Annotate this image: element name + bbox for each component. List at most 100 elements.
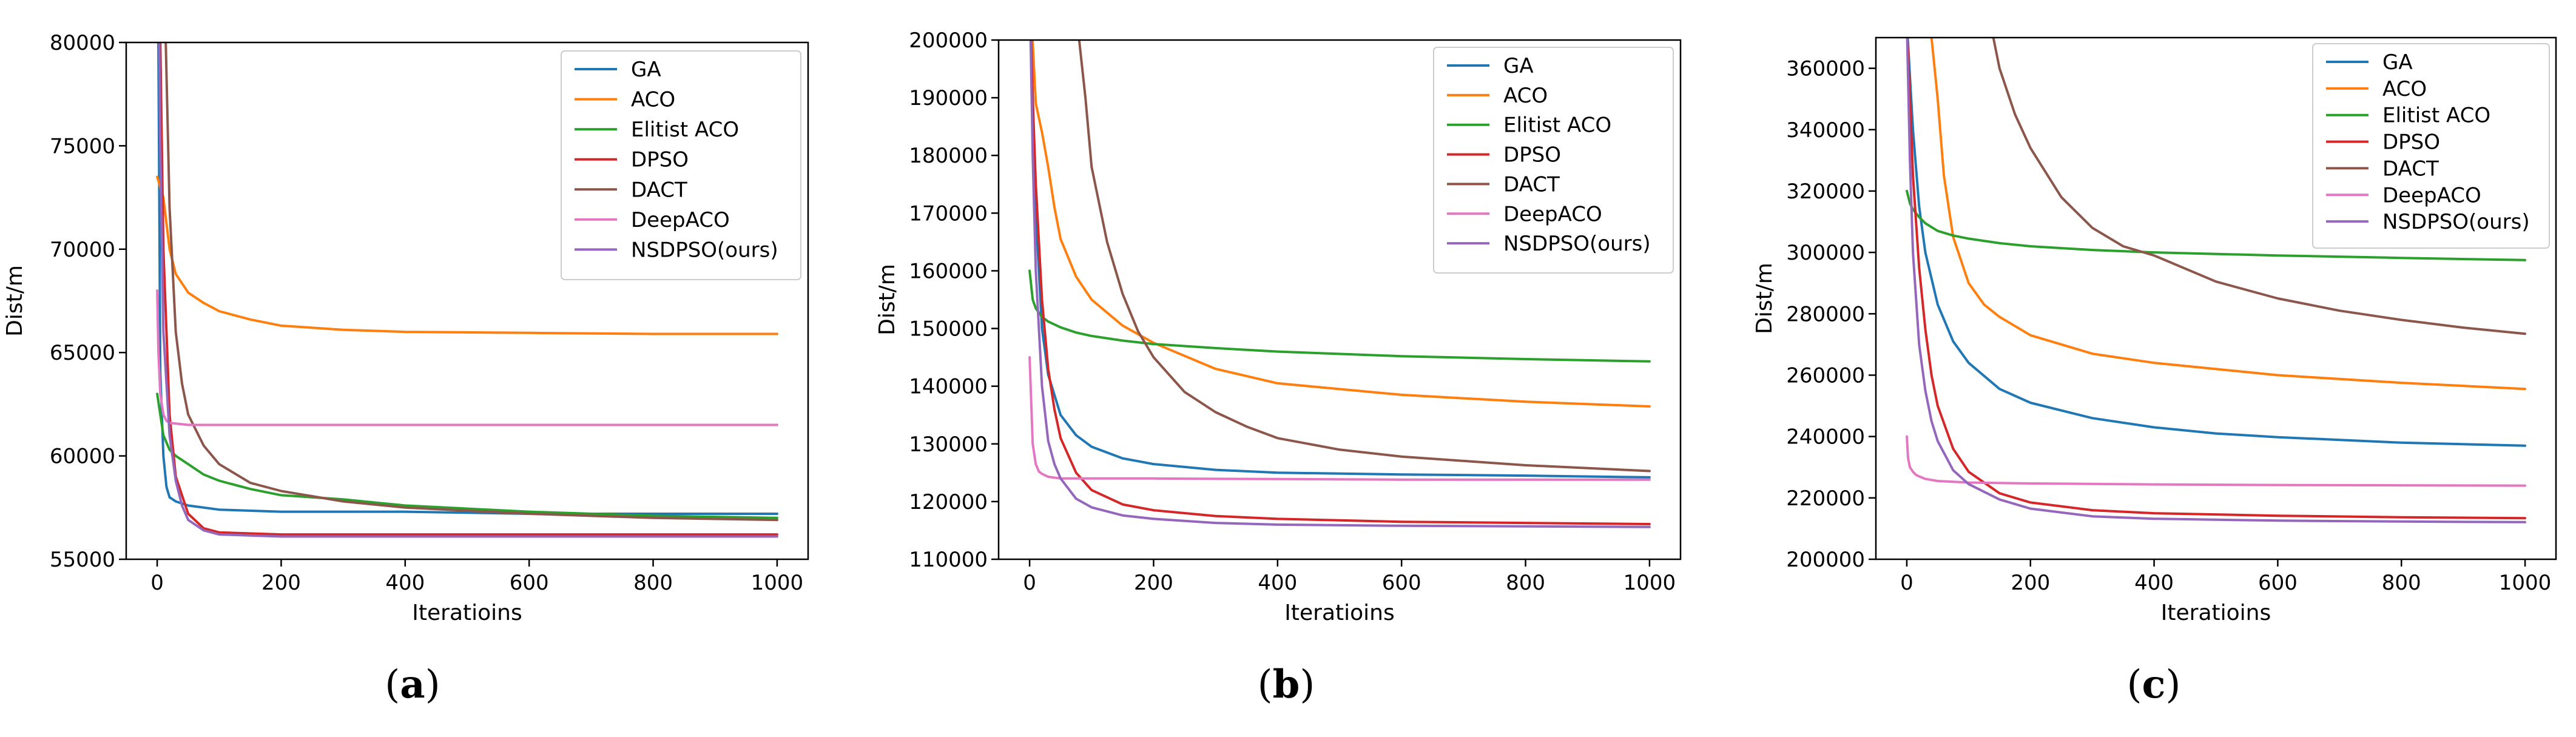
y-axis-label: Dist/m — [2, 265, 27, 337]
x-tick-label: 800 — [2382, 571, 2421, 595]
y-tick-label: 75000 — [50, 134, 115, 158]
series-line-dpso — [1906, 38, 2526, 520]
x-tick-label: 0 — [150, 571, 164, 595]
legend: GA ACO Elitist ACO DPSO DACT DeepACO NSDPSO(ou… — [1433, 47, 1674, 274]
y-tick-label: 200000 — [909, 29, 988, 53]
y-tick-label: 360000 — [1786, 57, 1865, 81]
legend-label: GA — [2382, 50, 2413, 75]
series-line-elitist-aco — [1028, 269, 1651, 363]
legend-label: DeepACO — [2382, 183, 2481, 207]
y-tick-label: 110000 — [909, 548, 988, 572]
legend-label: GA — [1503, 54, 1534, 78]
legend-box — [1433, 47, 1674, 274]
y-tick-label: 300000 — [1786, 241, 1865, 265]
panel-caption: (b) — [1258, 662, 1315, 707]
series-line-dact — [164, 42, 778, 522]
y-tick-label: 240000 — [1786, 425, 1865, 449]
series-line-dpso — [159, 42, 778, 536]
legend-label: DPSO — [2382, 130, 2440, 155]
x-tick-label: 0 — [1900, 571, 1913, 595]
y-tick-label: 190000 — [909, 86, 988, 110]
series-line-aco — [1031, 40, 1651, 408]
x-tick-label: 0 — [1023, 571, 1036, 595]
series-line-aco — [156, 175, 778, 335]
legend-label: DACT — [2382, 156, 2439, 181]
y-tick-label: 160000 — [909, 259, 988, 283]
legend-label: DACT — [1503, 172, 1560, 197]
chart-panel-c: 0 200 400 600 800 1000 200000 220000 240000 26000… — [1752, 36, 2557, 707]
plot-frame — [125, 41, 809, 560]
series-group — [1028, 40, 1651, 528]
legend-label: DPSO — [1503, 143, 1561, 167]
series-line-deepaco — [1028, 356, 1651, 481]
legend-label: Elitist ACO — [631, 118, 739, 142]
y-tick-label: 320000 — [1786, 180, 1865, 204]
legend-label: ACO — [2382, 77, 2427, 101]
y-tick-label: 140000 — [909, 375, 988, 399]
x-tick-label: 400 — [1258, 571, 1297, 595]
series-line-dpso — [1030, 40, 1651, 525]
y-tick-label: 65000 — [50, 341, 115, 365]
series-line-dact — [1077, 40, 1651, 473]
x-axis-label: Iteratioins — [412, 601, 522, 625]
legend-label: DACT — [631, 178, 687, 202]
x-tick-label: 1000 — [751, 571, 804, 595]
plot-frame — [1875, 36, 2557, 560]
series-line-nsdpso-ours — [1029, 40, 1651, 528]
legend-label: DeepACO — [631, 208, 730, 232]
y-tick-label: 120000 — [909, 490, 988, 514]
legend-label: ACO — [631, 88, 675, 112]
x-tick-label: 200 — [261, 571, 301, 595]
legend-label: NSDPSO(ours) — [1503, 232, 1651, 256]
legend-label: DPSO — [631, 148, 689, 172]
panel-caption: (c) — [2127, 662, 2181, 707]
y-tick-label: 220000 — [1786, 486, 1865, 511]
x-tick-label: 600 — [2258, 571, 2298, 595]
legend-box — [561, 50, 801, 280]
x-tick-label: 400 — [385, 571, 425, 595]
x-tick-label: 800 — [633, 571, 673, 595]
y-tick-label: 55000 — [50, 548, 115, 572]
x-axis-label: Iteratioins — [2161, 601, 2271, 625]
series-line-nsdpso-ours — [158, 42, 778, 538]
series-line-elitist-aco — [156, 392, 778, 519]
y-axis-label: Dist/m — [875, 264, 900, 335]
x-tick-label: 200 — [2011, 571, 2050, 595]
plot-frame — [997, 39, 1682, 560]
series-line-nsdpso-ours — [1906, 38, 2526, 523]
series-group — [1906, 38, 2526, 523]
x-tick-label: 1000 — [2499, 571, 2552, 595]
series-line-ga — [1906, 38, 2526, 447]
legend-label: DeepACO — [1503, 202, 1602, 226]
y-tick-label: 260000 — [1786, 363, 1865, 388]
legend-label: Elitist ACO — [1503, 113, 1611, 138]
series-group — [156, 42, 778, 538]
x-tick-label: 400 — [2134, 571, 2174, 595]
panel-caption: (a) — [385, 662, 440, 707]
x-tick-label: 1000 — [1623, 571, 1676, 595]
legend-box — [2312, 43, 2550, 249]
x-tick-label: 200 — [1134, 571, 1173, 595]
series-line-deepaco — [156, 289, 778, 426]
y-tick-label: 180000 — [909, 144, 988, 168]
legend: GA ACO Elitist ACO DPSO DACT DeepACO NSDPSO(ou… — [561, 50, 801, 280]
series-line-aco — [1930, 38, 2526, 391]
y-tick-label: 60000 — [50, 445, 115, 469]
x-tick-label: 600 — [510, 571, 549, 595]
legend-label: NSDPSO(ours) — [631, 238, 778, 262]
x-tick-label: 600 — [1382, 571, 1421, 595]
series-line-ga — [1030, 40, 1651, 479]
y-tick-label: 170000 — [909, 201, 988, 226]
y-tick-label: 80000 — [50, 31, 115, 55]
y-tick-label: 70000 — [50, 238, 115, 262]
series-line-deepaco — [1906, 435, 2526, 487]
y-tick-label: 340000 — [1786, 118, 1865, 143]
y-tick-label: 200000 — [1786, 548, 1865, 572]
legend-label: GA — [631, 58, 661, 82]
chart-panel-a: 0 200 400 600 800 1000 55000 60000 65000 70000 750… — [2, 31, 809, 707]
x-tick-label: 800 — [1506, 571, 1545, 595]
legend-label: Elitist ACO — [2382, 104, 2490, 128]
legend-label: ACO — [1503, 84, 1548, 108]
